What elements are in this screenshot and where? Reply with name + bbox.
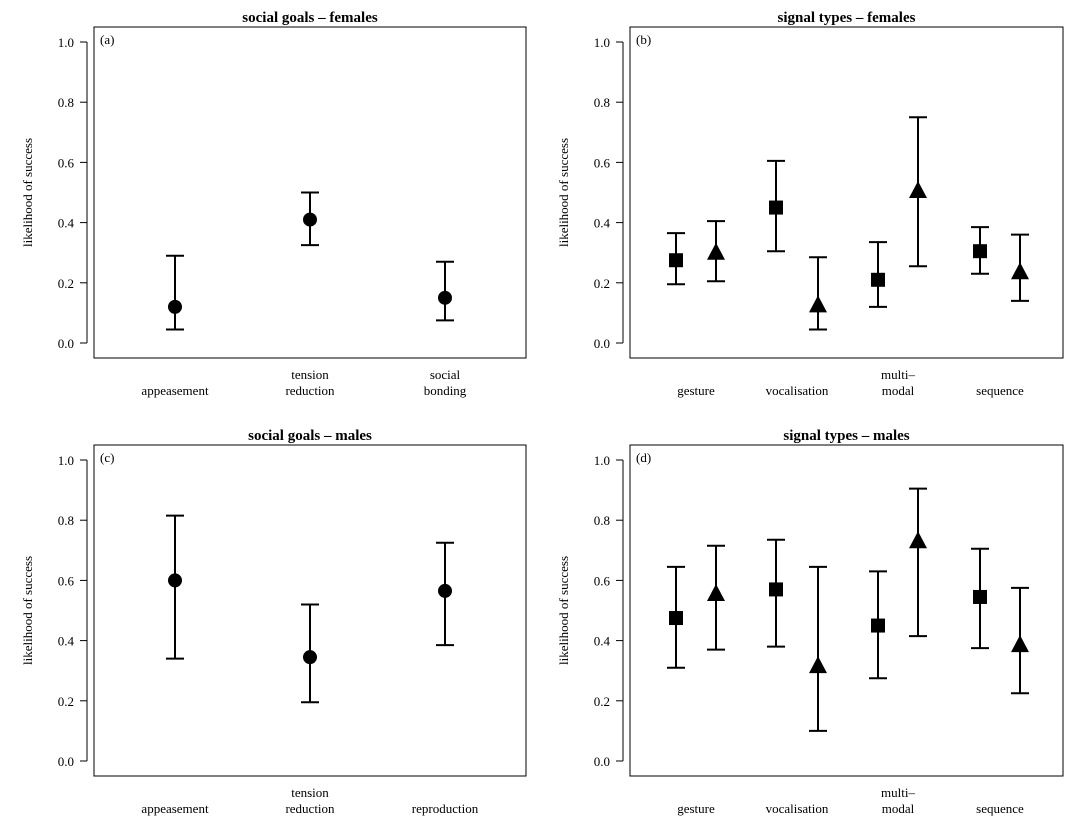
y-tick-label: 0.0 [58, 336, 74, 351]
chart-title: social goals – males [248, 428, 372, 444]
y-tick-label: 0.6 [58, 573, 75, 588]
data-point-square [871, 272, 885, 287]
y-tick-label: 0.6 [594, 573, 611, 588]
data-point-circle [438, 583, 452, 598]
data-point-triangle [1011, 262, 1029, 280]
plot-frame [629, 444, 1064, 777]
panel-label: (b) [636, 32, 651, 47]
panel-label: (a) [100, 32, 114, 47]
x-category-label: modal [882, 801, 915, 816]
panel-d: signal types – males (d) 0.0 0.2 0.4 0.6 0.8 1.… [556, 428, 1064, 816]
data-point-square [871, 618, 885, 633]
x-category-label: vocalisation [766, 801, 829, 816]
x-category-label: tension [291, 367, 329, 382]
x-category-label: tension [291, 785, 329, 800]
x-category-label: multi– [881, 367, 915, 382]
x-category-label: reduction [285, 801, 335, 816]
y-tick-label: 1.0 [594, 453, 610, 468]
data-point-square [769, 200, 783, 215]
y-tick-label: 0.2 [594, 694, 610, 709]
plot-frame [93, 444, 527, 777]
panel-b: signal types – females (b) 0.0 0.2 0.4 0.6 0.8… [556, 10, 1064, 398]
y-tick-label: 0.8 [594, 513, 610, 528]
x-category-label: social [430, 367, 461, 382]
data-point-triangle [707, 583, 725, 601]
x-category-label: modal [882, 383, 915, 398]
y-tick-label: 0.6 [58, 155, 75, 170]
x-category-label: multi– [881, 785, 915, 800]
chart-title: social goals – females [242, 10, 378, 26]
y-axis-label: likelihood of success [556, 138, 571, 247]
y-axis-label: likelihood of success [556, 556, 571, 665]
x-category-label: appeasement [141, 383, 209, 398]
y-tick-label: 0.0 [58, 754, 74, 769]
x-category-label: sequence [976, 383, 1024, 398]
y-axis-label: likelihood of success [20, 556, 35, 665]
panel-a: social goals – females (a) 0.0 0.2 0.4 0.6 0.8… [20, 10, 527, 398]
data-point-triangle [809, 295, 827, 313]
data-point-square [769, 582, 783, 597]
data-point-square [669, 611, 683, 626]
y-axis-label: likelihood of success [20, 138, 35, 247]
x-category-label: gesture [677, 383, 715, 398]
data-point-square [973, 589, 987, 604]
x-category-label: vocalisation [766, 383, 829, 398]
data-point-triangle [909, 180, 927, 198]
data-point-circle [168, 299, 182, 314]
data-point-triangle [1011, 635, 1029, 653]
data-point-triangle [809, 656, 827, 674]
data-point-circle [303, 212, 317, 227]
chart-title: signal types – males [783, 428, 909, 444]
data-point-circle [168, 573, 182, 588]
panel-label: (c) [100, 450, 114, 465]
y-tick-label: 0.6 [594, 155, 611, 170]
y-tick-label: 0.4 [58, 634, 75, 649]
y-tick-label: 1.0 [58, 453, 74, 468]
y-tick-label: 0.2 [594, 276, 610, 291]
plot-frame [629, 26, 1064, 359]
panel-label: (d) [636, 450, 651, 465]
y-tick-label: 0.8 [58, 513, 74, 528]
y-tick-label: 0.4 [594, 634, 611, 649]
panel-c: social goals – males (c) 0.0 0.2 0.4 0.6 0.8 1.… [20, 428, 527, 816]
x-category-label: reproduction [412, 801, 479, 816]
x-category-label: gesture [677, 801, 715, 816]
x-category-label: appeasement [141, 801, 209, 816]
y-tick-label: 0.2 [58, 694, 74, 709]
data-point-triangle [707, 242, 725, 260]
data-point-circle [303, 650, 317, 665]
y-tick-label: 1.0 [58, 35, 74, 50]
y-tick-label: 0.4 [594, 216, 611, 231]
data-point-square [973, 244, 987, 259]
y-tick-label: 0.8 [594, 95, 610, 110]
y-tick-label: 0.2 [58, 276, 74, 291]
data-point-square [669, 253, 683, 268]
x-category-label: reduction [285, 383, 335, 398]
y-tick-label: 0.0 [594, 754, 610, 769]
x-category-label: sequence [976, 801, 1024, 816]
data-point-triangle [909, 531, 927, 549]
y-tick-label: 0.8 [58, 95, 74, 110]
x-category-label: bonding [424, 383, 467, 398]
plot-frame [93, 26, 527, 359]
y-tick-label: 1.0 [594, 35, 610, 50]
data-point-circle [438, 290, 452, 305]
y-tick-label: 0.4 [58, 216, 75, 231]
chart-title: signal types – females [778, 10, 916, 26]
y-tick-label: 0.0 [594, 336, 610, 351]
